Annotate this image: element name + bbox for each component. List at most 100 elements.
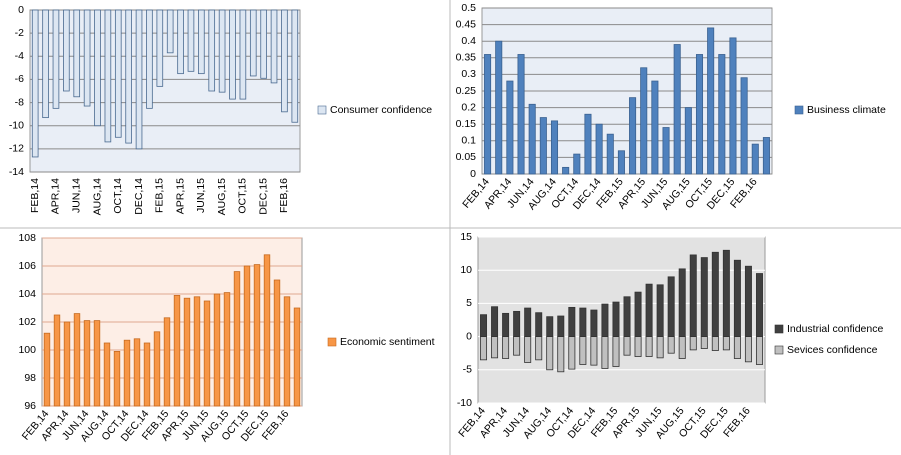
bar [729, 37, 737, 175]
bar [93, 320, 101, 407]
bar [755, 336, 763, 365]
bar [733, 259, 741, 337]
legend-swatch [774, 345, 784, 355]
bar [700, 257, 708, 338]
bar [213, 293, 221, 407]
bar [133, 338, 141, 407]
bar [733, 336, 741, 359]
bar [573, 153, 581, 175]
y-tick-label: 96 [24, 400, 36, 412]
bar [243, 265, 251, 407]
bar [156, 9, 164, 87]
x-tick-label: DEC,14 [133, 178, 145, 215]
bar [762, 137, 770, 175]
bar [273, 279, 281, 407]
y-tick-label: 0.3 [461, 68, 476, 80]
bar [135, 9, 143, 150]
bar [83, 9, 91, 107]
x-tick-label: JUN,15 [195, 178, 207, 213]
bar [208, 9, 216, 92]
bar [143, 342, 151, 407]
y-tick-label: -12 [9, 143, 24, 155]
y-tick-label: 0.1 [461, 135, 476, 147]
bar [480, 336, 488, 361]
y-tick-label: -4 [15, 50, 24, 62]
y-tick-label: 106 [18, 260, 36, 272]
bar [678, 268, 686, 338]
bar [640, 67, 648, 175]
y-tick-label: -10 [457, 397, 472, 409]
y-tick-label: -5 [463, 364, 472, 376]
bar [568, 306, 576, 338]
bar [623, 296, 631, 338]
bar [146, 9, 153, 109]
bar [550, 120, 559, 175]
bar [502, 312, 510, 337]
bar [678, 336, 686, 359]
y-tick-label: 98 [24, 372, 36, 384]
bar [689, 254, 697, 337]
bar [253, 264, 261, 407]
bar [711, 251, 719, 338]
bar [711, 336, 719, 351]
bar [491, 336, 499, 359]
legend-label: Business climate [807, 104, 886, 116]
x-tick-label: AUG,14 [91, 178, 103, 216]
bar [546, 316, 554, 337]
y-tick-label: 0.05 [456, 151, 477, 163]
bar [495, 40, 503, 175]
bar [484, 54, 492, 175]
bar [601, 303, 609, 337]
bar [173, 294, 181, 407]
y-tick-label: -10 [9, 119, 24, 131]
bar [744, 336, 752, 363]
legend-swatch [317, 105, 327, 115]
x-tick-label: FEB,15 [154, 178, 166, 213]
bar [203, 300, 211, 407]
y-tick-label: 5 [466, 297, 472, 309]
bar [104, 9, 112, 143]
bar [43, 332, 51, 407]
bar [223, 292, 231, 407]
bar [183, 297, 191, 407]
x-tick-label: DEC,15 [257, 178, 269, 215]
bar [293, 307, 301, 407]
bar [163, 317, 171, 407]
bar [744, 265, 752, 338]
bar [568, 336, 576, 370]
bar [722, 336, 730, 351]
bar [263, 254, 271, 407]
bar [125, 9, 132, 144]
y-tick-label: 0.4 [461, 35, 476, 47]
bar [751, 143, 759, 175]
bar [673, 44, 681, 175]
bar [612, 301, 620, 337]
bar [260, 9, 267, 79]
bar [546, 336, 554, 371]
bar [506, 80, 514, 175]
bar [177, 9, 184, 75]
legend-label: Economic sentiment [340, 336, 435, 348]
bar [645, 283, 653, 338]
bar [73, 9, 81, 98]
bar [281, 9, 288, 113]
bar [590, 336, 598, 366]
bar [707, 27, 715, 175]
bar [695, 54, 704, 175]
legend-swatch [327, 337, 337, 347]
y-tick-label: 0.45 [456, 18, 477, 30]
bar [480, 314, 488, 337]
bar [233, 271, 241, 407]
bar [579, 307, 587, 338]
bar [218, 9, 226, 93]
y-tick-label: -6 [15, 73, 24, 85]
bar [667, 336, 675, 354]
bar [629, 97, 637, 175]
legend-label: Industrial confidence [787, 323, 883, 335]
bar [31, 9, 39, 158]
legend-swatch [794, 105, 804, 115]
bar [123, 339, 131, 407]
y-tick-label: -14 [9, 166, 24, 178]
bar [113, 350, 121, 407]
x-tick-label: APR,15 [174, 178, 186, 214]
